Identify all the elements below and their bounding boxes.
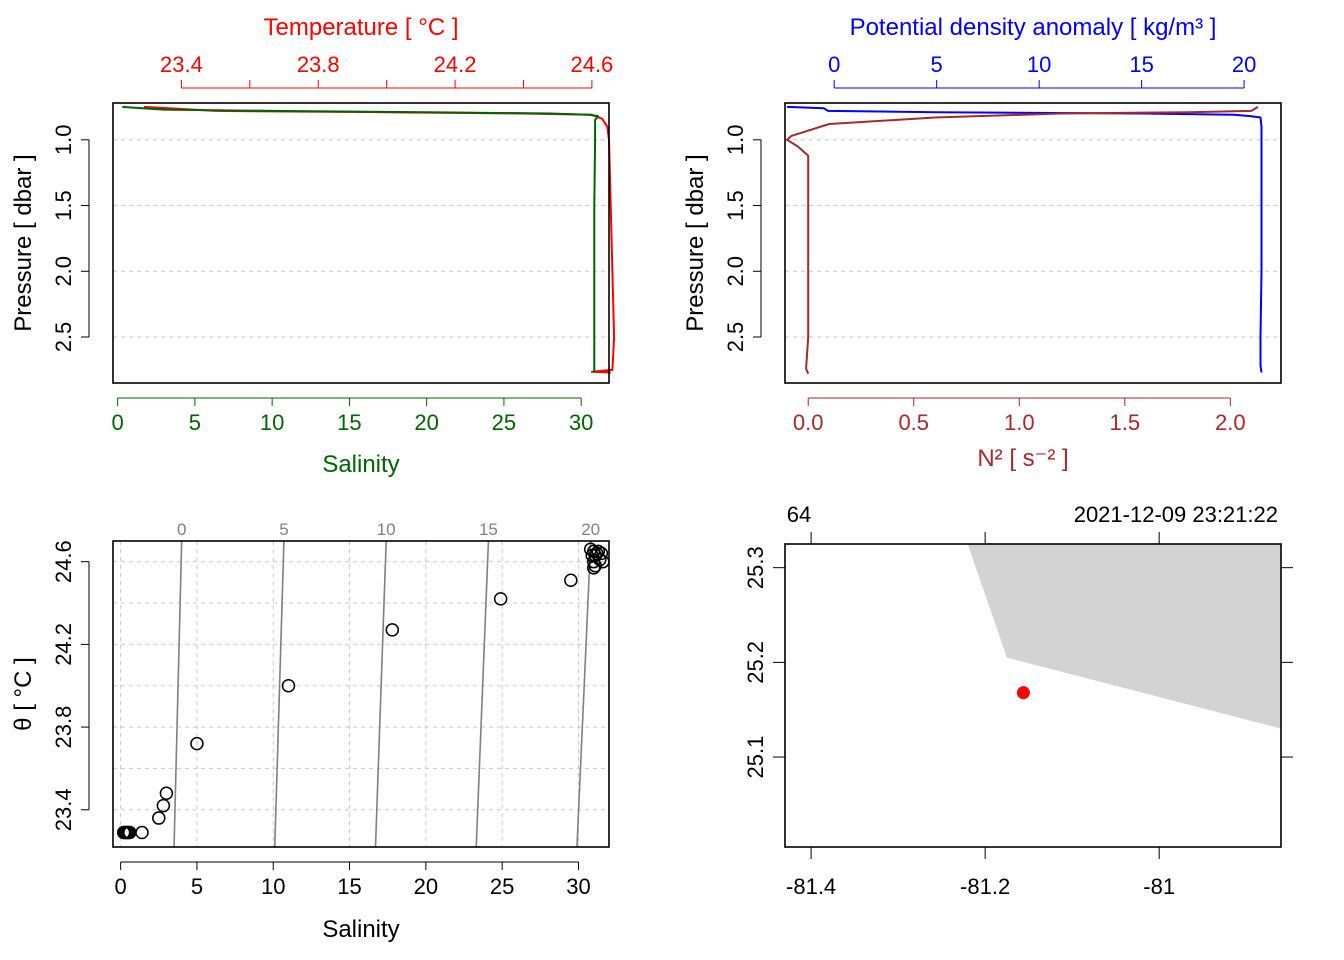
lat-tick-label-0: 25.1 (743, 736, 768, 779)
bottom-tick-label-2: 1.0 (1004, 410, 1035, 435)
bottom-tick-label-6: 30 (569, 410, 593, 435)
isopycnal-line-2 (374, 540, 387, 848)
top-tick-label-6: 24.6 (570, 52, 613, 77)
plot-frame (112, 540, 610, 848)
lon-tick-label-2: -81 (1143, 874, 1175, 899)
top-tick-label-2: 23.8 (297, 52, 340, 77)
y-tick-label-0: 23.4 (51, 788, 76, 831)
lon-tick-label-1: -81.2 (960, 874, 1010, 899)
ts-point-6 (152, 811, 166, 825)
bottom-tick-label-5: 25 (492, 410, 516, 435)
ts-point-23 (586, 561, 601, 575)
ts-point-22 (588, 559, 603, 573)
series-line-1 (122, 105, 600, 373)
station-marker (1016, 686, 1030, 700)
lat-tick-label-1: 25.2 (743, 641, 768, 684)
isopycnal-line-3 (475, 540, 490, 848)
isopycnal-label-2: 10 (377, 520, 396, 539)
x-axis-label: Salinity (322, 916, 399, 943)
station-timestamp: 2021-12-09 23:21:22 (1074, 502, 1278, 527)
y-tick-label-2: 2.0 (51, 256, 76, 287)
isopycnal-line-4 (576, 540, 592, 848)
y-tick-label-3: 24.6 (51, 540, 76, 583)
plot-frame (784, 102, 1282, 384)
salinity-axis-label: Salinity (322, 451, 399, 478)
plot-frame (112, 102, 610, 384)
bottom-tick-label-0: 0 (112, 410, 124, 435)
ts-point-7 (156, 798, 171, 813)
top-tick-label-3: 15 (1129, 52, 1153, 77)
bottom-tick-label-1: 5 (189, 410, 201, 435)
lon-tick-label-0: -81.4 (786, 874, 836, 899)
isopycnal-label-1: 5 (279, 520, 288, 539)
isopycnal-label-0: 0 (177, 520, 186, 539)
isopycnal-line-1 (273, 540, 285, 848)
isopycnal-line-0 (173, 540, 183, 848)
series-line-0 (143, 105, 616, 374)
x-tick-label-6: 30 (566, 874, 590, 899)
ts-point-12 (493, 592, 508, 606)
y-tick-label-2: 24.2 (51, 623, 76, 666)
map-frame (784, 543, 1282, 848)
ts-point-13 (564, 573, 578, 588)
x-tick-label-2: 10 (261, 874, 285, 899)
y-axis-label: Pressure [ dbar ] (10, 154, 37, 331)
y-axis-label: Pressure [ dbar ] (682, 154, 709, 331)
series-line-1 (786, 106, 1259, 375)
ts-point-25 (594, 546, 609, 561)
land-polygon (967, 544, 1281, 729)
y-tick-label-2: 2.0 (723, 256, 748, 287)
x-tick-label-1: 5 (191, 874, 203, 899)
bottom-tick-label-3: 15 (337, 410, 361, 435)
y-tick-label-0: 1.0 (723, 125, 748, 156)
ts-point-5 (135, 825, 149, 840)
bottom-tick-label-4: 2.0 (1215, 410, 1246, 435)
y-axis-label: θ [ °C ] (10, 657, 37, 731)
x-tick-label-4: 20 (414, 874, 438, 899)
lat-tick-label-2: 25.3 (743, 546, 768, 589)
bottom-tick-label-4: 20 (414, 410, 438, 435)
y-tick-label-3: 2.5 (723, 322, 748, 353)
temperature-axis-label: Temperature [ °C ] (264, 14, 459, 41)
bottom-tick-label-3: 1.5 (1110, 410, 1141, 435)
series-line-0 (786, 105, 1263, 373)
top-tick-label-0: 23.4 (160, 52, 203, 77)
bottom-tick-label-2: 10 (260, 410, 284, 435)
ts-point-11 (385, 623, 400, 637)
ts-point-8 (159, 786, 174, 800)
density-axis-label: Potential density anomaly [ kg/m³ ] (850, 14, 1217, 41)
y-tick-label-3: 2.5 (51, 322, 76, 353)
top-tick-label-4: 20 (1232, 52, 1256, 77)
y-tick-label-1: 23.8 (51, 706, 76, 749)
x-tick-label-3: 15 (337, 874, 361, 899)
ts-point-24 (591, 544, 606, 559)
isopycnal-label-3: 15 (479, 520, 498, 539)
y-tick-label-1: 1.5 (723, 190, 748, 221)
ts-point-9 (190, 736, 204, 751)
station-number: 64 (787, 502, 811, 527)
bottom-tick-label-1: 0.5 (898, 410, 929, 435)
n2-axis-label: N² [ s⁻² ] (977, 445, 1068, 472)
x-tick-label-0: 0 (115, 874, 127, 899)
bottom-tick-label-0: 0.0 (793, 410, 824, 435)
y-tick-label-1: 1.5 (51, 190, 76, 221)
x-tick-label-5: 25 (490, 874, 514, 899)
y-tick-label-0: 1.0 (51, 125, 76, 156)
top-tick-label-0: 0 (828, 52, 840, 77)
top-tick-label-1: 5 (931, 52, 943, 77)
top-tick-label-2: 10 (1027, 52, 1051, 77)
ts-point-10 (281, 678, 296, 693)
top-tick-label-4: 24.2 (434, 52, 477, 77)
isopycnal-label-4: 20 (581, 520, 600, 539)
